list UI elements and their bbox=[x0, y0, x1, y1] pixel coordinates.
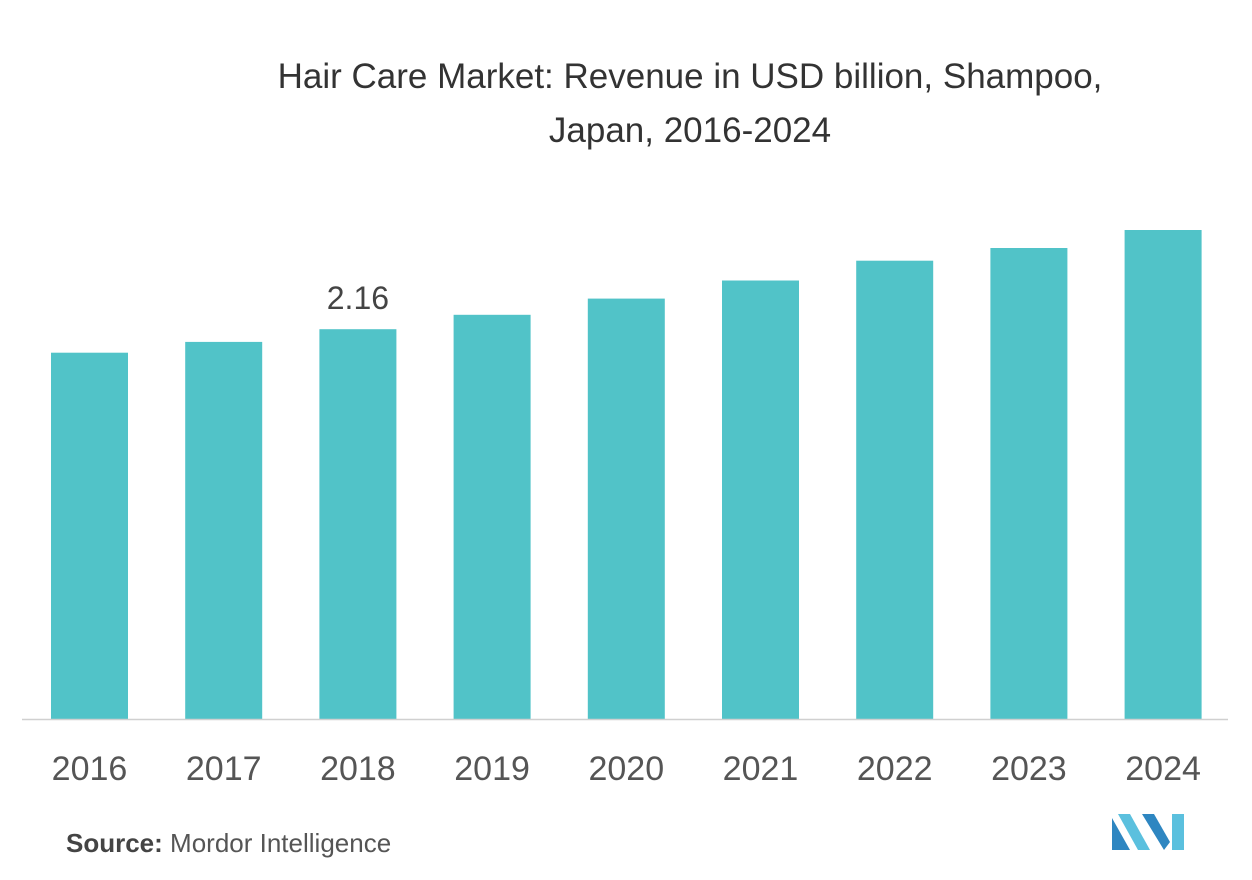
data-label-2018: 2.16 bbox=[327, 280, 389, 316]
source-note: Source: Mordor Intelligence bbox=[66, 828, 391, 859]
chart-title-line-1: Hair Care Market: Revenue in USD billion… bbox=[277, 57, 1103, 96]
bar-2019 bbox=[453, 314, 531, 719]
bar-2023 bbox=[990, 248, 1068, 719]
bar-2022 bbox=[856, 260, 934, 719]
x-tick-label-2019: 2019 bbox=[454, 750, 530, 788]
bar-2020 bbox=[587, 298, 665, 719]
x-tick-label-2023: 2023 bbox=[991, 750, 1067, 788]
x-tick-label-2021: 2021 bbox=[723, 750, 799, 788]
source-label: Source: bbox=[66, 828, 163, 858]
mordor-intelligence-logo bbox=[1112, 814, 1184, 850]
bar-2018 bbox=[319, 329, 397, 719]
x-tick-label-2018: 2018 bbox=[320, 750, 396, 788]
x-tick-label-2017: 2017 bbox=[186, 750, 262, 788]
x-tick-label-2020: 2020 bbox=[588, 750, 664, 788]
chart-title: Hair Care Market: Revenue in USD billion… bbox=[190, 50, 1190, 158]
bar-2021 bbox=[722, 280, 799, 719]
bar-2016 bbox=[51, 352, 128, 719]
x-tick-label-2016: 2016 bbox=[52, 750, 128, 788]
x-tick-label-2024: 2024 bbox=[1125, 750, 1201, 788]
bar-2024 bbox=[1124, 230, 1202, 719]
bar-chart: 2016 2017 2018 2.16 2019 2020 2021 2022 2023 2024 bbox=[22, 230, 1228, 788]
x-tick-label-2022: 2022 bbox=[857, 750, 933, 788]
bar-2017 bbox=[185, 341, 263, 719]
chart-title-line-2: Japan, 2016-2024 bbox=[548, 111, 832, 150]
source-text: Mordor Intelligence bbox=[170, 828, 392, 858]
